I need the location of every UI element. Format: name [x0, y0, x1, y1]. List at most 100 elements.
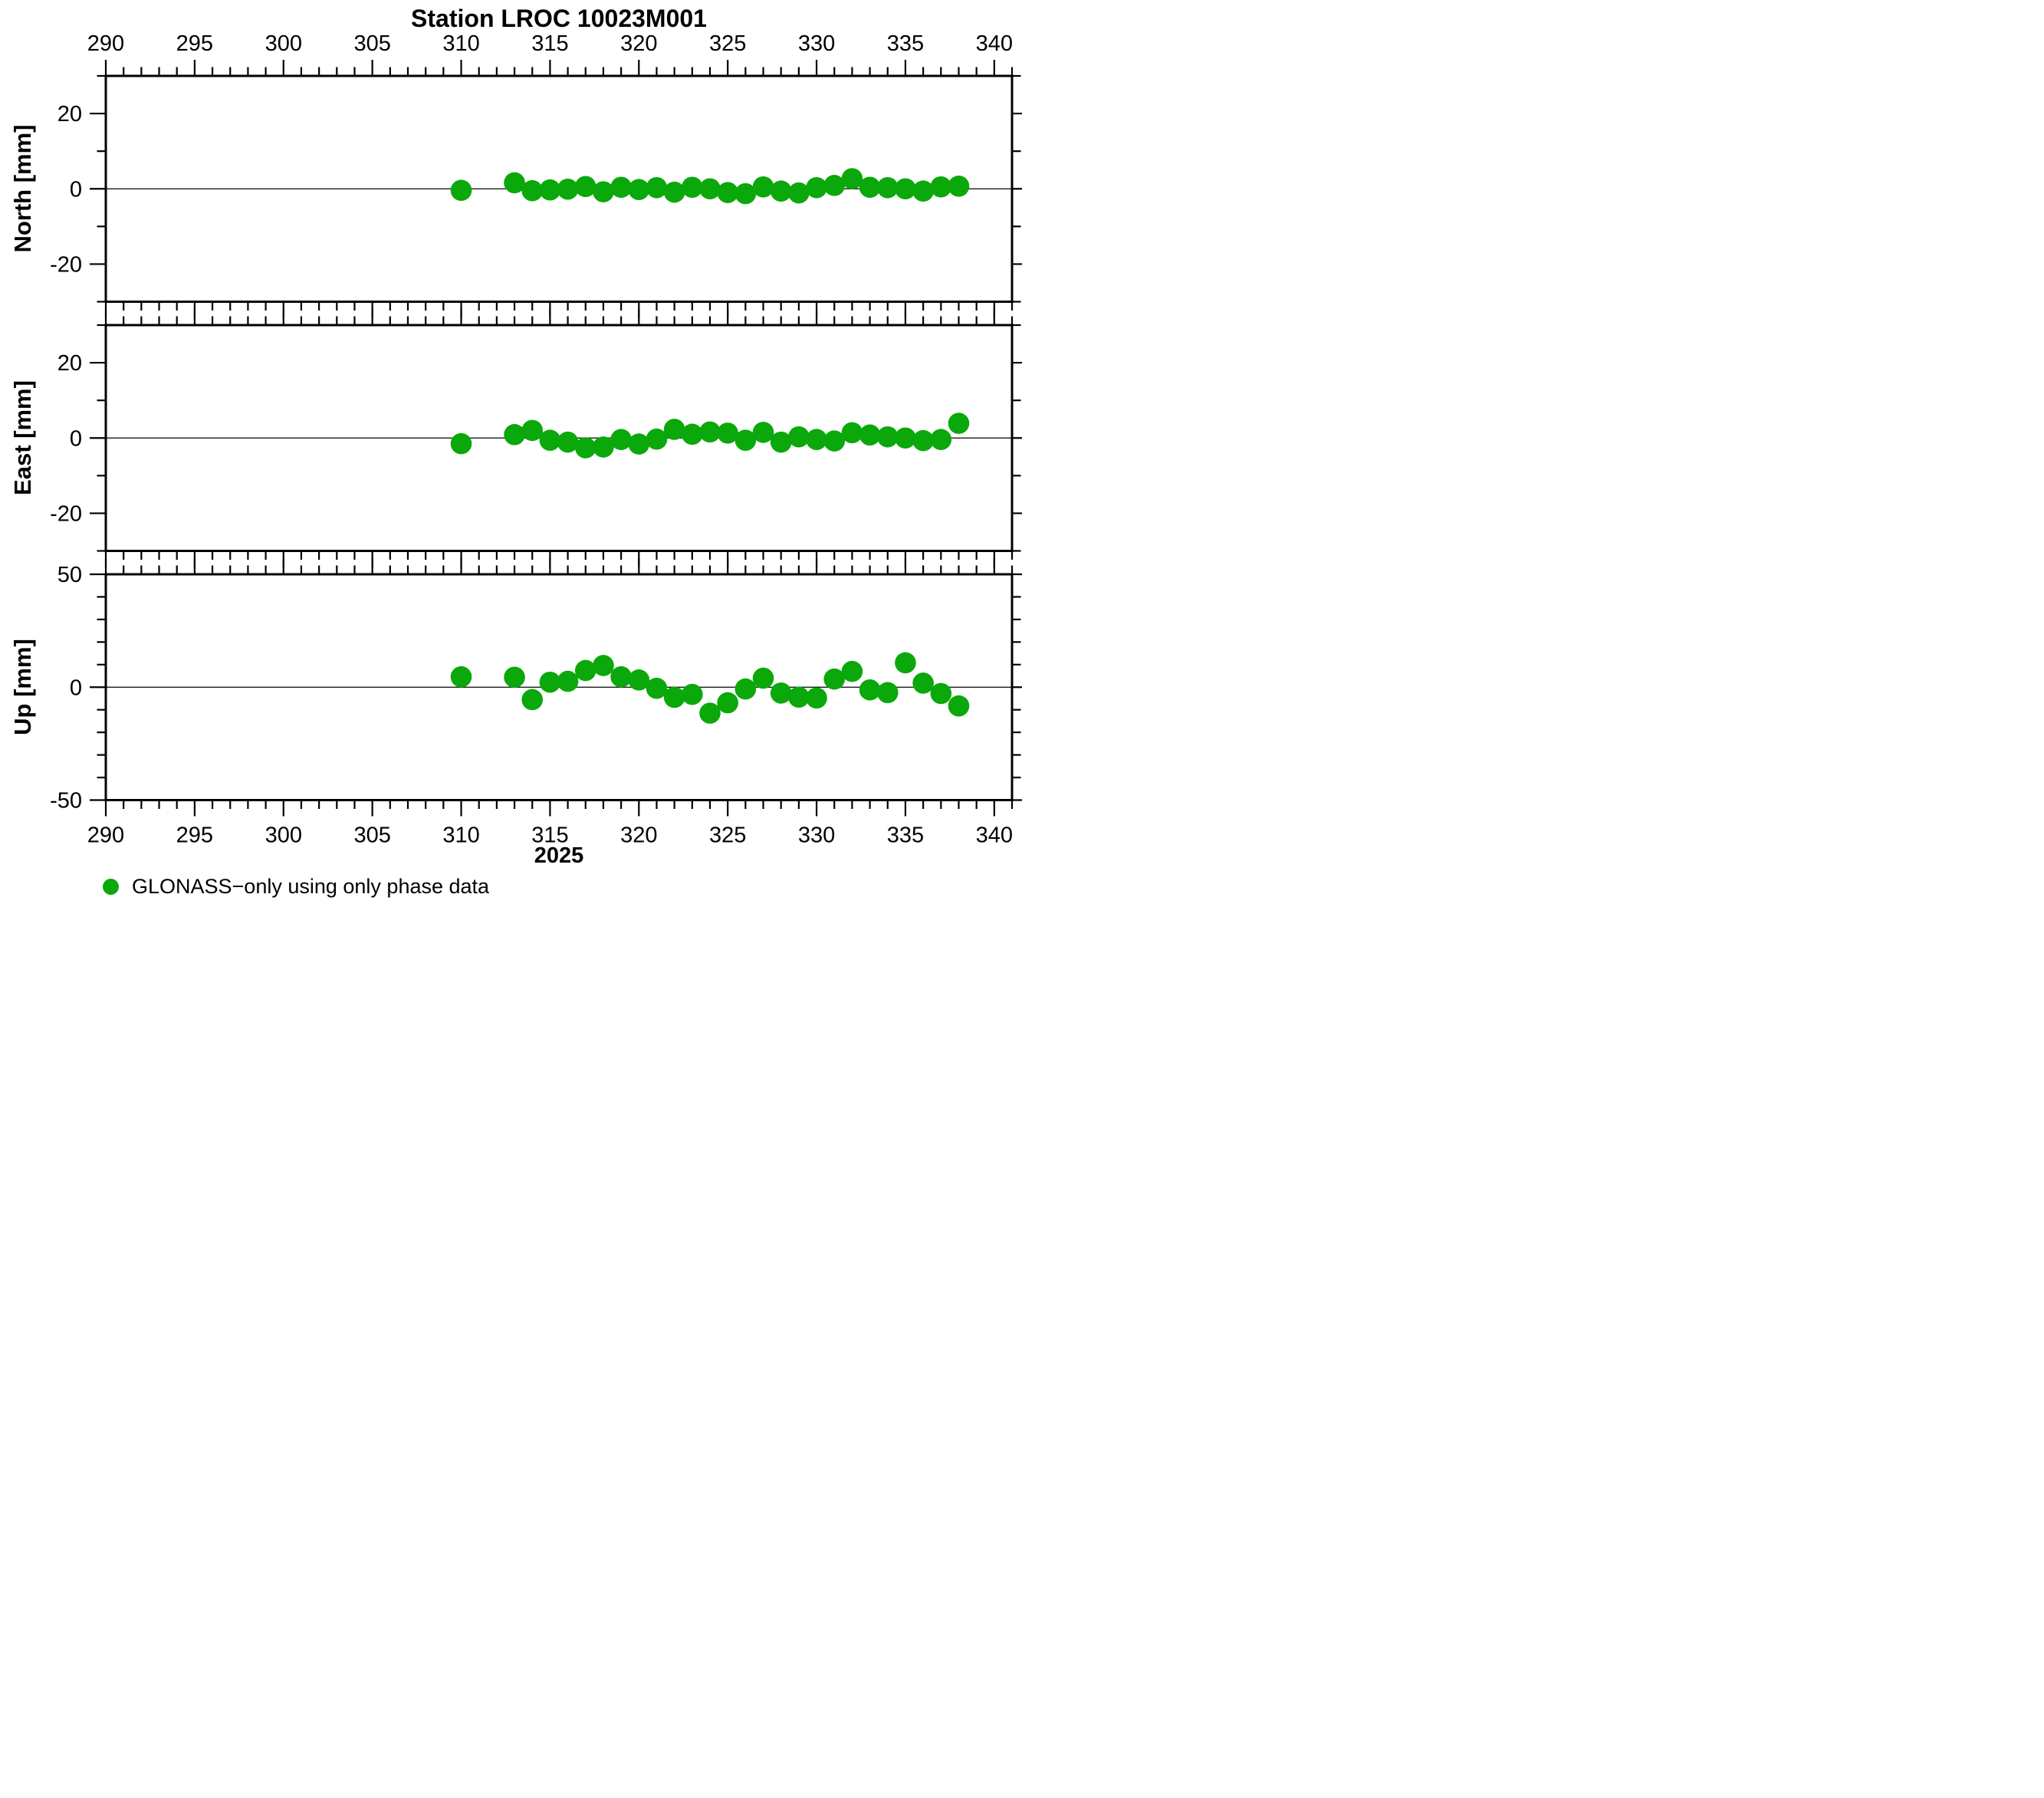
data-point: [948, 695, 970, 717]
x-tick-label-bottom: 295: [176, 823, 213, 848]
data-point: [663, 419, 685, 440]
data-point: [539, 671, 561, 693]
data-point: [823, 175, 846, 196]
data-point: [912, 672, 934, 694]
data-point: [717, 422, 738, 444]
data-point: [450, 666, 472, 688]
data-point: [450, 179, 472, 202]
data-point: [770, 180, 792, 202]
data-point: [504, 424, 525, 445]
data-point: [628, 433, 650, 455]
data-point: [876, 682, 899, 704]
data-point: [859, 424, 881, 446]
data-point: [663, 686, 685, 708]
data-point: [948, 413, 970, 434]
x-tick-label-top: 305: [353, 31, 390, 56]
data-point: [912, 429, 934, 452]
data-point: [841, 422, 863, 444]
data-point: [504, 666, 525, 689]
data-point: [699, 178, 721, 200]
data-point: [539, 429, 561, 451]
x-tick-label-bottom: 300: [265, 823, 302, 848]
data-point: [895, 178, 916, 200]
data-point: [682, 683, 703, 705]
data-point: [788, 686, 810, 708]
data-point: [699, 702, 721, 724]
y-tick-label: 0: [70, 177, 82, 202]
x-tick-label-top: 340: [976, 31, 1013, 56]
x-tick-label-top: 310: [442, 31, 479, 56]
data-point: [788, 182, 810, 204]
data-point: [699, 421, 721, 443]
plot-title: Station LROC 10023M001: [411, 5, 707, 32]
y-axis-label-east: East [mm]: [9, 380, 36, 496]
x-tick-label-bottom: 335: [887, 823, 924, 848]
data-point: [859, 176, 881, 199]
data-point: [717, 692, 738, 714]
y-tick-label: 50: [58, 563, 82, 587]
data-point: [610, 176, 632, 199]
x-tick-label-top: 325: [709, 31, 746, 56]
x-tick-label-bottom: 320: [620, 823, 657, 848]
x-tick-label-bottom: 305: [353, 823, 390, 848]
data-point: [521, 179, 544, 202]
legend-label: GLONASS−only using only phase data: [132, 874, 490, 898]
legend: GLONASS−only using only phase data: [103, 873, 489, 899]
data-point: [539, 179, 561, 201]
data-point: [806, 687, 827, 709]
data-point: [574, 176, 596, 198]
y-tick-label: 0: [70, 426, 82, 451]
data-point: [610, 429, 632, 451]
x-tick-label-top: 320: [620, 31, 657, 56]
panel-frame: [104, 74, 1014, 303]
legend-marker-icon: [103, 878, 119, 895]
y-tick-label: 20: [58, 102, 82, 127]
data-point: [521, 419, 544, 442]
data-point: [930, 176, 952, 198]
data-point: [770, 682, 792, 704]
data-point: [593, 436, 614, 458]
x-tick-label-top: 300: [265, 31, 302, 56]
panel-frame: [104, 573, 1014, 801]
x-tick-label-top: 315: [531, 31, 568, 56]
data-point: [628, 179, 650, 201]
data-point: [593, 655, 614, 676]
data-point: [752, 176, 774, 198]
data-point: [895, 652, 916, 674]
data-point: [717, 182, 738, 203]
y-tick-label: -20: [50, 501, 82, 526]
data-point: [823, 668, 846, 690]
data-point: [574, 437, 596, 459]
y-tick-label: -20: [50, 252, 82, 277]
data-point: [859, 679, 881, 701]
x-tick-label-bottom: 310: [442, 823, 479, 848]
data-point: [930, 429, 952, 451]
data-point: [734, 182, 757, 205]
data-point: [504, 172, 525, 194]
data-point: [895, 427, 916, 449]
panel-frame: [104, 324, 1014, 552]
data-point: [450, 432, 472, 455]
data-point: [557, 670, 579, 692]
y-axis-label-north: North [mm]: [9, 124, 36, 253]
data-point: [752, 667, 774, 689]
y-tick-label: 0: [70, 675, 82, 700]
data-point: [663, 181, 685, 203]
x-tick-label-bottom: 325: [709, 823, 746, 848]
data-point: [646, 428, 668, 450]
data-point: [557, 431, 579, 453]
data-point: [646, 677, 668, 699]
data-point: [628, 669, 650, 691]
data-point: [752, 422, 774, 443]
data-point: [521, 689, 544, 711]
x-tick-label-top: 335: [887, 31, 924, 56]
x-tick-label-bottom: 340: [976, 823, 1013, 848]
figure: Station LROC 10023M001 290 295 300 305 310 31…: [0, 0, 1022, 899]
y-axis-label-up: Up [mm]: [9, 639, 36, 736]
data-point: [876, 176, 899, 199]
data-point: [841, 168, 863, 189]
data-point: [557, 178, 579, 200]
data-point: [682, 423, 703, 445]
data-point: [912, 180, 934, 202]
data-point: [734, 678, 757, 700]
